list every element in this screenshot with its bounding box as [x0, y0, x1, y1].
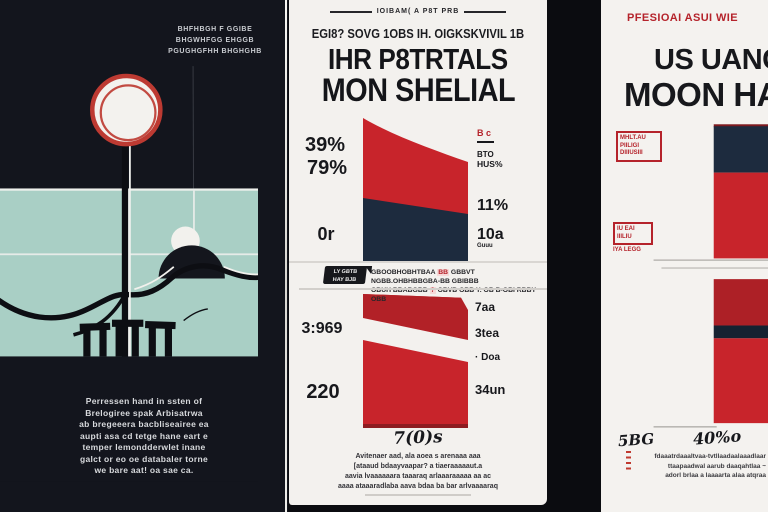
bar3-red — [713, 338, 768, 424]
middle-charts — [363, 118, 468, 428]
note-line: BHFHBGH F GGIBE — [177, 26, 253, 33]
red-stamp-1: MHLT.AU PIILIGI DIIIUSIII — [616, 131, 662, 162]
right-infographic-card: PFESIOAI ASUI WIE US UANCES MOON HAID MH… — [601, 0, 768, 512]
middle-divider-bottom — [365, 494, 471, 496]
chart2-right-label-3: · Doa — [475, 352, 500, 363]
middle-divider-top — [289, 261, 547, 263]
bar1-red — [713, 172, 768, 259]
caption-line: galct or eo oe databaler torne — [79, 453, 209, 464]
chart1-label-0r: 0r — [317, 224, 335, 244]
middle-title-line2: MON SHELIAL — [321, 72, 515, 108]
caption-line: ab bregeeera bacbliseairee ea — [79, 419, 209, 429]
right-kicker: PFESIOAI ASUI WIE — [627, 12, 738, 24]
red-tick-marks — [626, 451, 631, 473]
caption-bubble: LY GBTB HAY BJB — [322, 266, 368, 284]
chart1-right-label-tiny: Guuu — [477, 243, 493, 249]
middle-infographic-card: IOIBAM( A P8T PRB EGI8? SOVG 1OBS IH. OI… — [289, 0, 547, 505]
left-poster-panel: BHFHBGH F GGIBE BHGWHFGG EHGGB PGUGHGFHH… — [0, 0, 288, 512]
right-bar-charts — [653, 124, 768, 428]
badge-underline — [477, 141, 494, 143]
left-panel-caption: Perressen hand in ssten of Brelogiree sp… — [26, 396, 262, 477]
stonehenge-structures — [79, 319, 176, 357]
chart1-right-label-10a: 10a — [477, 226, 504, 243]
middle-divider-mid — [299, 288, 547, 290]
red-stamp-2: IU EAI IIILIU — [613, 222, 653, 245]
hill-line — [0, 263, 258, 321]
strip-caption-line1: GBOOBHOBHTBAA BB GBBVT NGBB.OHBHBBGBA-BB… — [371, 269, 479, 285]
right-title-line1: US UANCES — [654, 44, 768, 76]
caption-line: we bare aat! oa sae ca. — [94, 465, 194, 475]
chart1-label-39: 39% — [304, 134, 346, 156]
chart2-right-label-4: 34un — [475, 382, 506, 397]
signal-pole — [121, 140, 129, 359]
page-edge-divider — [285, 0, 287, 512]
chart1-right-label-1: BTO — [477, 150, 494, 159]
caption-line: Brelogiree spak Arbisatrwa — [85, 407, 203, 418]
note-line: PGUGHGFHH BHGHGHB — [168, 48, 262, 55]
kicker-dash-right — [464, 10, 507, 13]
moonrise-illustration — [0, 66, 258, 482]
caption-line: Perressen hand in ssten of — [85, 396, 203, 406]
middle-footnote: Avitenaer aad, ala aoea s arenaaa aaa [a… — [338, 453, 498, 490]
red-stamp-2-extra: IYA LEGG — [613, 247, 641, 253]
chart2-right-label-2: 3tea — [475, 326, 500, 340]
chart2-label-220: 220 — [306, 381, 340, 403]
strip-caption-line2: OBUH BBABGBB ? OBVB OBB Y. OB B-OBI RBBY… — [371, 287, 536, 303]
chart1-label-79: 79% — [306, 157, 348, 179]
chart2-label-3969: 3:969 — [301, 320, 343, 337]
handwritten-note-right: 40%o — [692, 426, 742, 449]
middle-kicker-row: IOIBAM( A P8T PRB — [289, 8, 547, 15]
handwritten-note-left: 5BG — [617, 429, 655, 451]
middle-subtitle: EGI8? SOVG 1OBS IH. OIGKSKVIVIL 1B — [311, 27, 525, 41]
caption-line: aupti asa cd tetge hane eart e — [79, 430, 209, 441]
chart2-right-label-1: 7aa — [475, 300, 496, 314]
dark-dome-hill — [158, 245, 225, 279]
chart2-white-stripe — [363, 318, 468, 362]
chart2-dark-red-top — [363, 294, 468, 340]
caption-line: temper lemondderwlet inane — [82, 442, 206, 452]
bar3-dark-red — [713, 279, 768, 326]
chart1-red-badge: B c — [477, 128, 492, 138]
left-panel-note: BHFHBGH F GGIBE BHGWHFGG EHGGB PGUGHGFHH… — [160, 24, 270, 57]
right-title-line2: MOON HAID — [624, 76, 768, 113]
bar1-navy — [713, 126, 768, 173]
chart1-navy-area — [363, 198, 468, 262]
bar3-navy-band — [713, 325, 768, 339]
middle-kicker: IOIBAM( A P8T PRB — [376, 8, 460, 15]
chart1-right-label-2: HUS% — [477, 159, 503, 169]
middle-title-line1: IHR P8TRTALS — [328, 44, 508, 76]
right-footnote: fdaaatrdaaaltvaa-tvtllaadaalaaadlaar tta… — [654, 453, 766, 479]
chart1-right-label-11: 11% — [477, 197, 509, 214]
kicker-dash-left — [329, 10, 372, 13]
middle-strip-caption: GBOOBHOBHTBAA BB GBBVT NGBB.OHBHBBGBA-BB… — [371, 268, 539, 304]
note-line: BHGWHFGG EHGGB — [175, 37, 255, 44]
